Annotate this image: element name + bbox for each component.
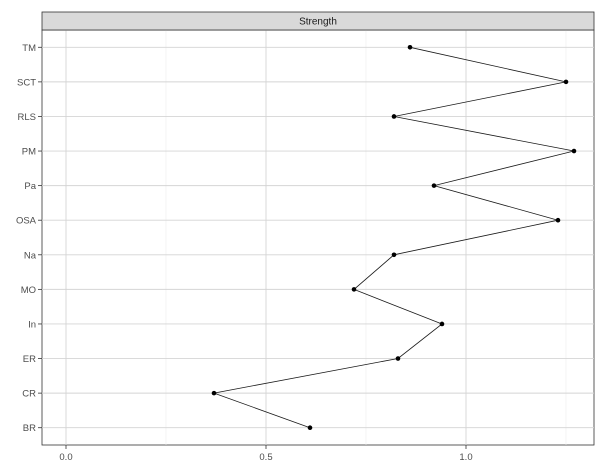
- axis-ticks: 0.0 0.5 1.0 TM SCT RLS PM Pa OSA Na MO In ER CR BR: [16, 43, 473, 463]
- data-point-br: [307, 425, 313, 431]
- y-tick-label: RLS: [18, 112, 36, 123]
- x-tick-label: 0.5: [259, 452, 272, 463]
- data-point-osa: [555, 217, 561, 223]
- y-tick-label: Na: [24, 250, 37, 261]
- y-tick-label: Pa: [24, 181, 36, 192]
- x-tick-label: 1.0: [459, 452, 472, 463]
- data-point-tm: [407, 44, 413, 50]
- y-tick-label: BR: [23, 423, 36, 434]
- y-tick-label: CR: [22, 389, 36, 400]
- grid: [42, 30, 594, 445]
- plot-panel: [41, 29, 595, 446]
- data-point-pm: [571, 148, 577, 154]
- series: [211, 44, 577, 431]
- y-tick-label: In: [28, 319, 36, 330]
- data-point-sct: [563, 79, 569, 85]
- data-point-na: [391, 252, 397, 258]
- y-tick-label: SCT: [17, 77, 36, 88]
- data-point-rls: [391, 114, 397, 119]
- facet-title: Strength: [299, 17, 337, 28]
- y-tick-label: ER: [23, 354, 36, 365]
- facet-strip: [41, 11, 595, 31]
- data-point-in: [439, 321, 445, 327]
- data-point-cr: [211, 390, 217, 396]
- x-tick-label: 0.0: [59, 452, 72, 463]
- y-tick-label: MO: [21, 285, 36, 296]
- y-tick-label: OSA: [16, 216, 37, 227]
- data-point-pa: [431, 183, 437, 188]
- series-line: [212, 46, 575, 429]
- y-tick-label: TM: [22, 43, 36, 54]
- data-point-er: [395, 356, 401, 361]
- data-point-mo: [351, 287, 357, 292]
- y-tick-label: PM: [22, 147, 36, 158]
